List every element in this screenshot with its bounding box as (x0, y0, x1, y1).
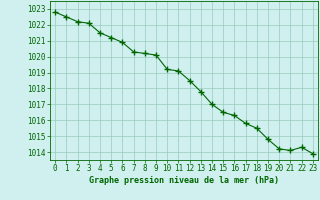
X-axis label: Graphe pression niveau de la mer (hPa): Graphe pression niveau de la mer (hPa) (89, 176, 279, 185)
